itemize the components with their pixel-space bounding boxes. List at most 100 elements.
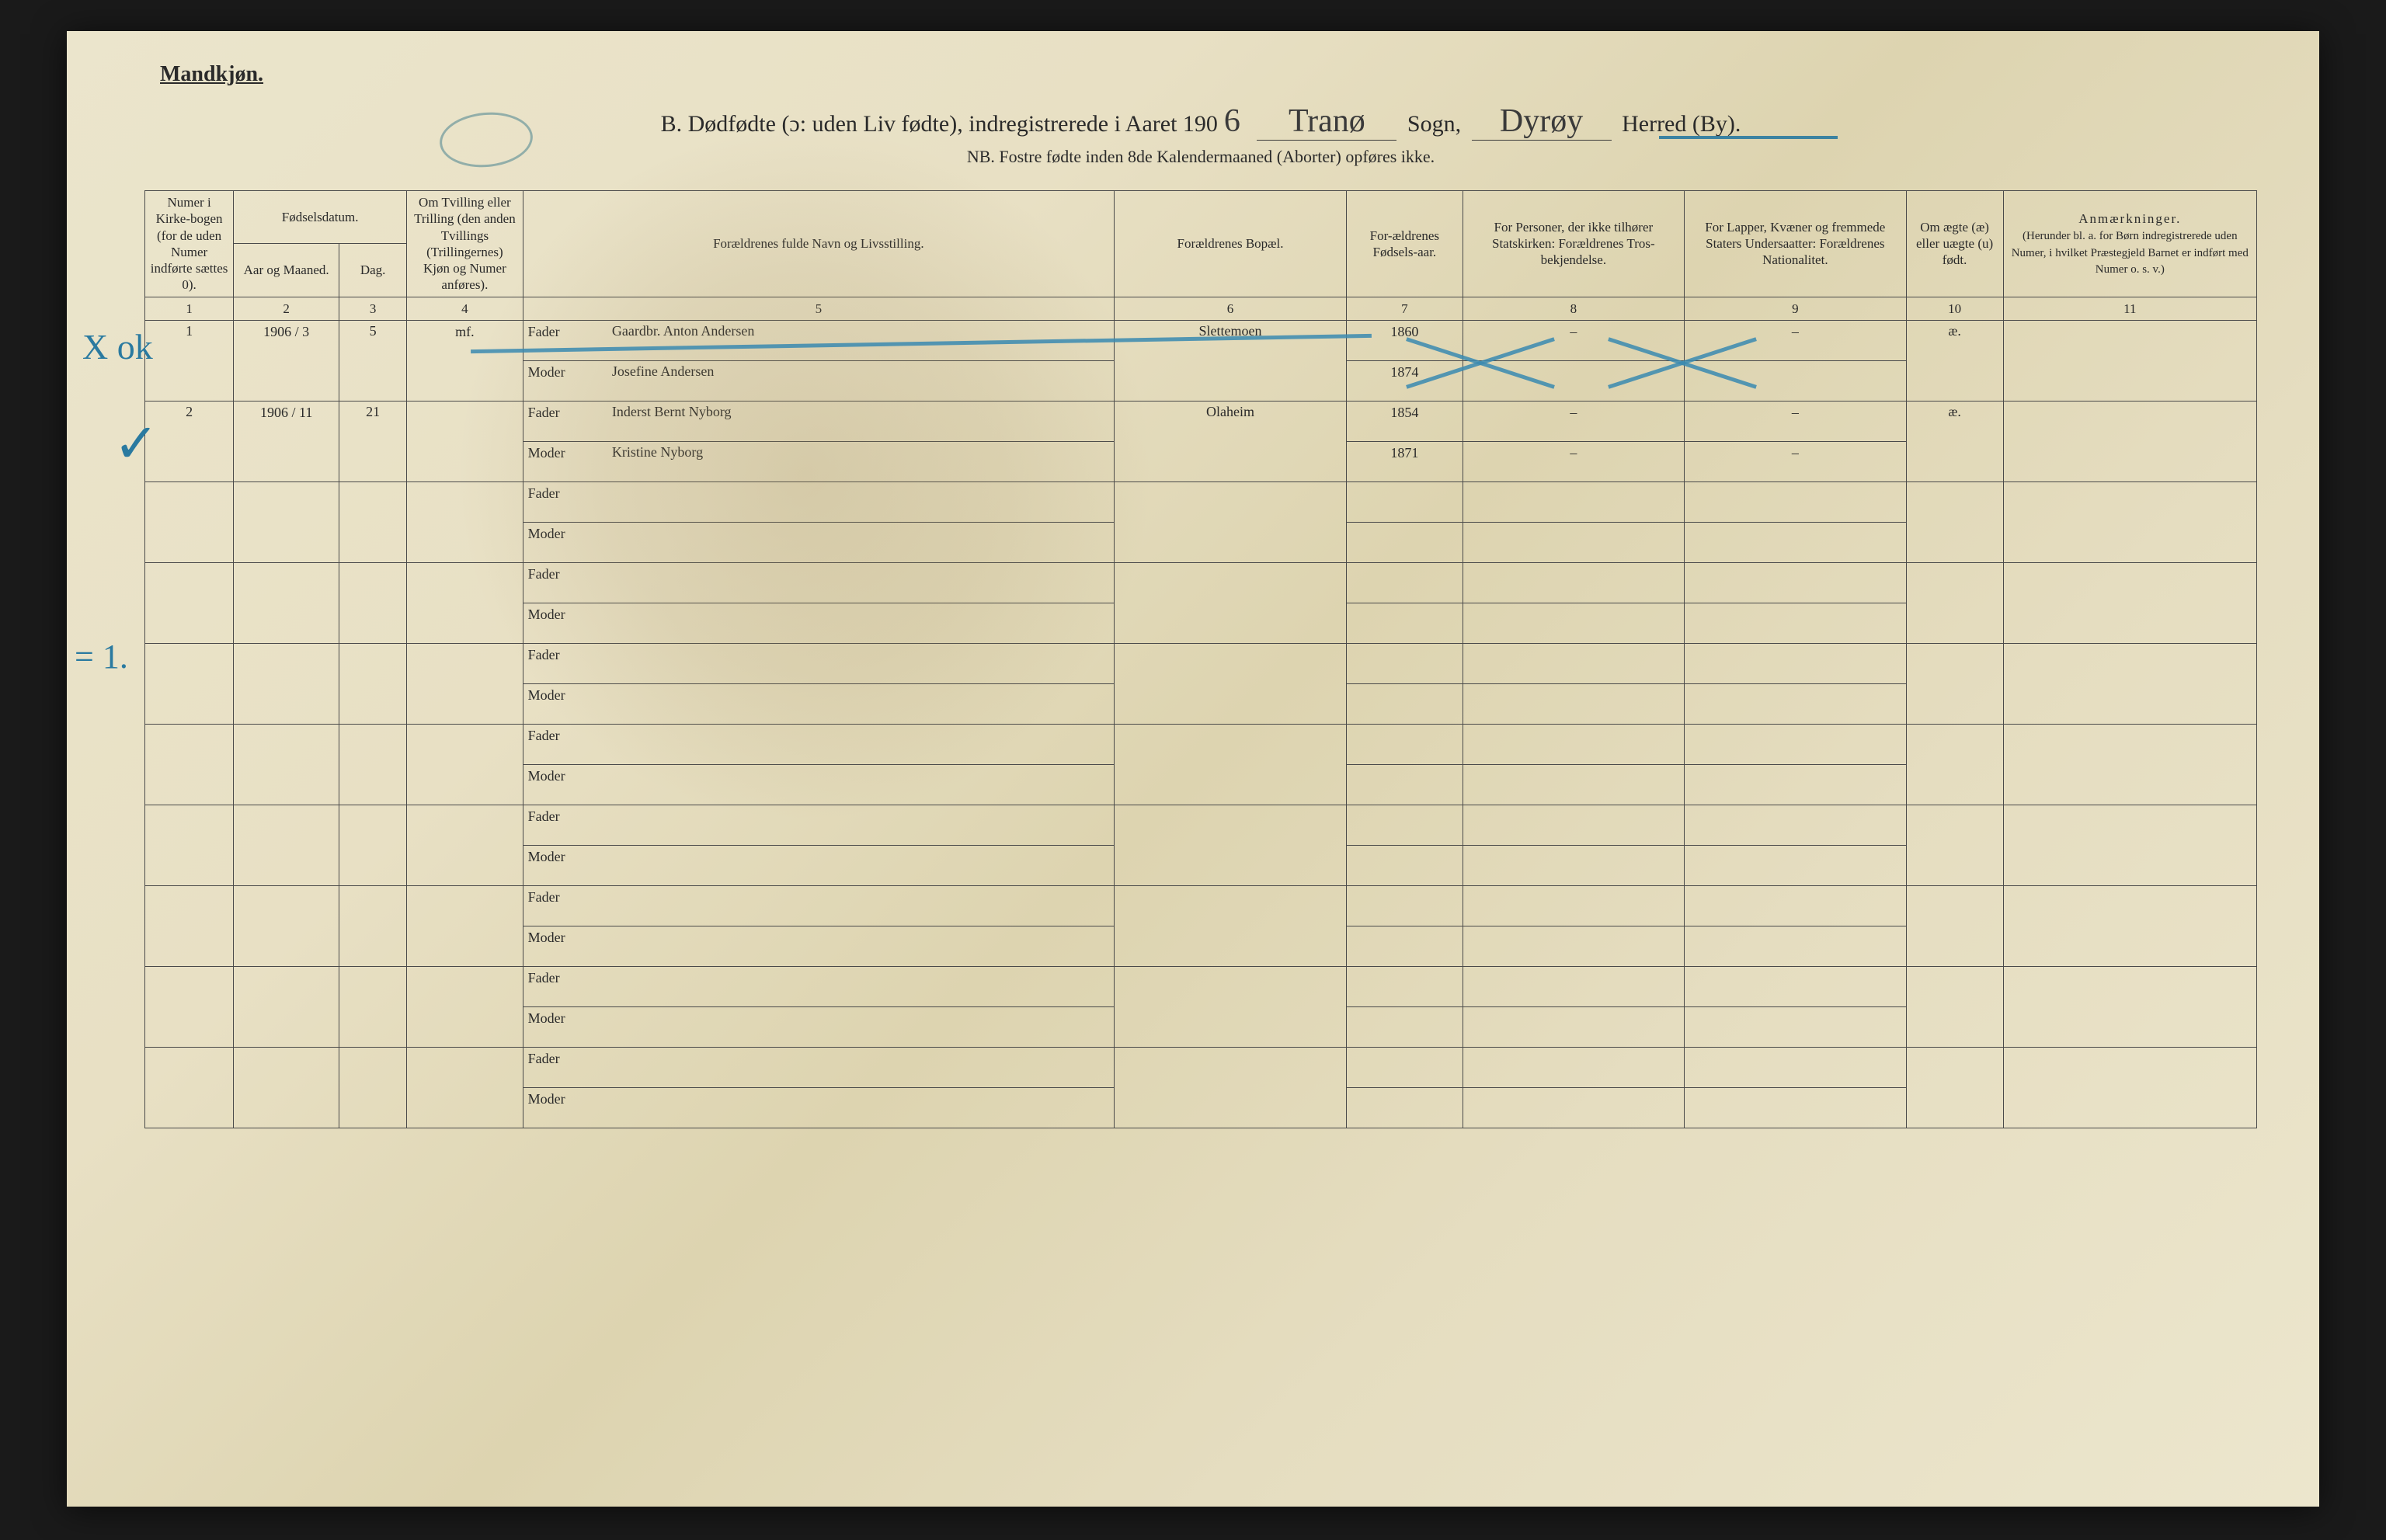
c8-mother bbox=[1463, 522, 1684, 562]
moder-label: Moder bbox=[523, 522, 607, 562]
fader-label: Fader bbox=[523, 320, 607, 360]
father-birth-year bbox=[1347, 643, 1463, 683]
residence bbox=[1114, 643, 1346, 724]
entry-day bbox=[339, 643, 407, 724]
entry-row-father: Fader bbox=[145, 724, 2257, 764]
father-name bbox=[607, 724, 1115, 764]
c8-mother bbox=[1463, 683, 1684, 724]
colnum-11: 11 bbox=[2003, 297, 2256, 320]
c9-father bbox=[1685, 1047, 1906, 1087]
c9-mother bbox=[1685, 683, 1906, 724]
entry-number bbox=[145, 966, 234, 1047]
remarks bbox=[2003, 401, 2256, 481]
father-birth-year bbox=[1347, 562, 1463, 603]
colnum-7: 7 bbox=[1347, 297, 1463, 320]
mother-name bbox=[607, 1006, 1115, 1047]
mother-birth-year: 1874 bbox=[1347, 360, 1463, 401]
entry-twin: mf. bbox=[407, 320, 523, 401]
col-2-group-header: Fødselsdatum. bbox=[234, 191, 407, 244]
entry-row-father: Fader bbox=[145, 1047, 2257, 1087]
col-2b-header: Dag. bbox=[339, 244, 407, 297]
mother-birth-year bbox=[1347, 522, 1463, 562]
c8-mother bbox=[1463, 845, 1684, 885]
c8-mother bbox=[1463, 603, 1684, 643]
col-11-title: Anmærkninger. bbox=[2078, 211, 2181, 226]
residence: Slettemoen bbox=[1114, 320, 1346, 401]
entry-year-month bbox=[234, 562, 339, 643]
remarks bbox=[2003, 562, 2256, 643]
father-birth-year bbox=[1347, 805, 1463, 845]
entry-year-month: 1906 / 11 bbox=[234, 401, 339, 481]
entry-twin bbox=[407, 805, 523, 885]
c9-mother bbox=[1685, 1006, 1906, 1047]
entry-twin bbox=[407, 401, 523, 481]
colnum-5: 5 bbox=[523, 297, 1114, 320]
legitimacy bbox=[1906, 805, 2003, 885]
father-name: Gaardbr. Anton Andersen bbox=[607, 320, 1115, 360]
legitimacy bbox=[1906, 1047, 2003, 1128]
c8-father bbox=[1463, 724, 1684, 764]
entry-year-month bbox=[234, 885, 339, 966]
father-birth-year bbox=[1347, 966, 1463, 1006]
c8-mother: – bbox=[1463, 441, 1684, 481]
mother-birth-year bbox=[1347, 1006, 1463, 1047]
mother-name bbox=[607, 1087, 1115, 1128]
residence bbox=[1114, 1047, 1346, 1128]
c9-father bbox=[1685, 805, 1906, 845]
col-11-sub: (Herunder bl. a. for Børn indregistrered… bbox=[2012, 230, 2249, 276]
c9-mother bbox=[1685, 522, 1906, 562]
father-name bbox=[607, 805, 1115, 845]
mother-birth-year bbox=[1347, 926, 1463, 966]
col-1-header: Numer i Kirke-bogen (for de uden Numer i… bbox=[145, 191, 234, 297]
entry-twin bbox=[407, 643, 523, 724]
entry-number bbox=[145, 643, 234, 724]
entry-row-father: 21906 / 1121FaderInderst Bernt NyborgOla… bbox=[145, 401, 2257, 441]
entry-year-month bbox=[234, 805, 339, 885]
c9-father bbox=[1685, 481, 1906, 522]
title-row: B. Dødfødte (ɔ: uden Liv fødte), indregi… bbox=[144, 103, 2257, 141]
father-name: Inderst Bernt Nyborg bbox=[607, 401, 1115, 441]
col-11-header: Anmærkninger. (Herunder bl. a. for Børn … bbox=[2003, 191, 2256, 297]
entry-day bbox=[339, 724, 407, 805]
register-table: Numer i Kirke-bogen (for de uden Numer i… bbox=[144, 190, 2257, 1128]
header-row-1: Numer i Kirke-bogen (for de uden Numer i… bbox=[145, 191, 2257, 244]
entry-row-father: Fader bbox=[145, 481, 2257, 522]
moder-label: Moder bbox=[523, 845, 607, 885]
residence bbox=[1114, 966, 1346, 1047]
legitimacy: æ. bbox=[1906, 320, 2003, 401]
mother-name bbox=[607, 603, 1115, 643]
mother-name bbox=[607, 926, 1115, 966]
residence bbox=[1114, 885, 1346, 966]
remarks bbox=[2003, 966, 2256, 1047]
moder-label: Moder bbox=[523, 1006, 607, 1047]
c9-mother bbox=[1685, 764, 1906, 805]
c9-mother bbox=[1685, 603, 1906, 643]
district-value: Dyrøy bbox=[1494, 103, 1589, 140]
father-birth-year bbox=[1347, 724, 1463, 764]
entry-year-month bbox=[234, 966, 339, 1047]
entry-day bbox=[339, 481, 407, 562]
title-prefix: B. Dødfødte (ɔ: uden Liv fødte), indregi… bbox=[661, 111, 1218, 137]
col-9-header: For Lapper, Kvæner og fremmede Staters U… bbox=[1685, 191, 1906, 297]
c8-father: – bbox=[1463, 401, 1684, 441]
father-name bbox=[607, 1047, 1115, 1087]
mother-birth-year bbox=[1347, 845, 1463, 885]
mother-birth-year bbox=[1347, 683, 1463, 724]
c9-father bbox=[1685, 562, 1906, 603]
entry-year-month bbox=[234, 643, 339, 724]
subtitle: NB. Fostre fødte inden 8de Kalendermaane… bbox=[144, 147, 2257, 167]
col-8-header: For Personer, der ikke tilhører Statskir… bbox=[1463, 191, 1684, 297]
colnum-8: 8 bbox=[1463, 297, 1684, 320]
col-10-header: Om ægte (æ) eller uægte (u) født. bbox=[1906, 191, 2003, 297]
colnum-6: 6 bbox=[1114, 297, 1346, 320]
mother-name bbox=[607, 845, 1115, 885]
colnum-1: 1 bbox=[145, 297, 234, 320]
father-name bbox=[607, 481, 1115, 522]
c9-mother bbox=[1685, 926, 1906, 966]
colnum-3: 3 bbox=[339, 297, 407, 320]
father-birth-year: 1860 bbox=[1347, 320, 1463, 360]
fader-label: Fader bbox=[523, 966, 607, 1006]
col-4-header: Om Tvilling eller Trilling (den anden Tv… bbox=[407, 191, 523, 297]
c9-father bbox=[1685, 724, 1906, 764]
margin-mark: = 1. bbox=[75, 637, 128, 676]
